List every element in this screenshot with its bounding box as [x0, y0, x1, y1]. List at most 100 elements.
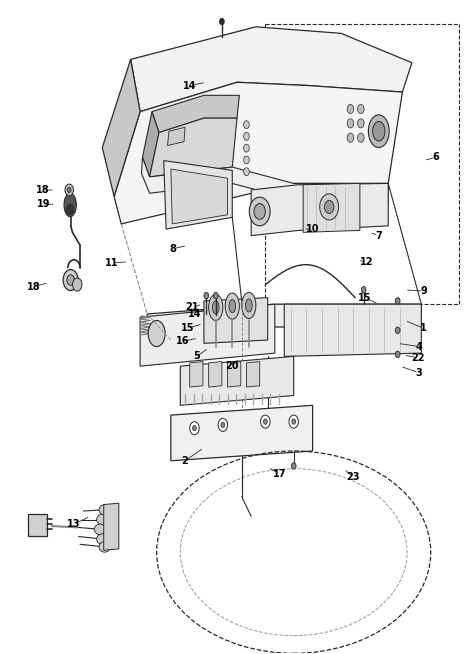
Ellipse shape [373, 122, 385, 141]
Text: 20: 20 [226, 361, 239, 371]
Ellipse shape [395, 298, 400, 304]
Polygon shape [246, 362, 260, 387]
Text: 16: 16 [176, 336, 190, 347]
Ellipse shape [225, 293, 239, 319]
Ellipse shape [242, 292, 256, 318]
Ellipse shape [347, 119, 354, 128]
Ellipse shape [357, 119, 364, 128]
Ellipse shape [249, 197, 270, 226]
Polygon shape [102, 60, 140, 196]
Text: 5: 5 [193, 351, 200, 362]
Text: 21: 21 [185, 302, 199, 313]
Polygon shape [28, 514, 47, 536]
Ellipse shape [319, 194, 338, 220]
Ellipse shape [192, 426, 196, 431]
Text: 13: 13 [67, 519, 81, 529]
Ellipse shape [213, 292, 218, 299]
Polygon shape [303, 183, 360, 232]
Polygon shape [142, 158, 388, 203]
Polygon shape [171, 169, 228, 224]
Polygon shape [180, 356, 294, 405]
Polygon shape [228, 362, 241, 387]
Ellipse shape [324, 200, 334, 213]
Ellipse shape [347, 105, 354, 114]
Ellipse shape [292, 419, 296, 424]
Text: 23: 23 [346, 472, 360, 482]
Text: 19: 19 [36, 199, 50, 209]
Polygon shape [140, 304, 275, 366]
Text: 6: 6 [432, 152, 439, 162]
Ellipse shape [219, 18, 224, 25]
Text: 18: 18 [27, 281, 41, 292]
Ellipse shape [261, 415, 270, 428]
Ellipse shape [212, 301, 219, 314]
Ellipse shape [244, 121, 249, 129]
Ellipse shape [97, 534, 108, 544]
Polygon shape [147, 304, 421, 337]
Polygon shape [114, 82, 402, 224]
Ellipse shape [244, 156, 249, 164]
Polygon shape [171, 405, 313, 461]
Ellipse shape [244, 145, 249, 152]
Ellipse shape [63, 269, 78, 290]
Ellipse shape [244, 168, 249, 175]
Ellipse shape [73, 278, 82, 291]
Ellipse shape [67, 187, 71, 192]
Polygon shape [167, 128, 185, 146]
Ellipse shape [244, 133, 249, 141]
Text: 3: 3 [416, 368, 422, 377]
Ellipse shape [246, 299, 252, 312]
Text: 12: 12 [360, 257, 374, 267]
Polygon shape [143, 112, 159, 177]
Text: 11: 11 [105, 258, 118, 268]
Ellipse shape [292, 463, 296, 470]
Polygon shape [104, 503, 119, 550]
Text: 2: 2 [182, 456, 188, 466]
Ellipse shape [209, 294, 223, 320]
Ellipse shape [218, 419, 228, 432]
Ellipse shape [361, 286, 366, 293]
Ellipse shape [67, 275, 74, 285]
Polygon shape [251, 183, 388, 235]
Polygon shape [284, 304, 421, 356]
Text: 14: 14 [183, 80, 197, 90]
Text: 10: 10 [306, 224, 319, 234]
Text: 7: 7 [375, 231, 382, 241]
Text: 22: 22 [411, 353, 425, 363]
Ellipse shape [357, 133, 364, 143]
Ellipse shape [368, 115, 389, 148]
Ellipse shape [204, 292, 209, 299]
Ellipse shape [66, 204, 74, 215]
Ellipse shape [254, 203, 265, 219]
Ellipse shape [357, 105, 364, 114]
Text: 17: 17 [273, 469, 286, 479]
Ellipse shape [395, 351, 400, 358]
Polygon shape [164, 161, 232, 229]
Ellipse shape [99, 542, 110, 552]
Text: 15: 15 [181, 323, 194, 334]
Polygon shape [131, 27, 412, 112]
Ellipse shape [347, 133, 354, 143]
Polygon shape [204, 298, 268, 343]
Polygon shape [209, 362, 222, 387]
Text: 1: 1 [420, 323, 427, 334]
Polygon shape [152, 95, 239, 133]
Ellipse shape [94, 524, 106, 534]
Text: 15: 15 [358, 292, 371, 303]
Ellipse shape [229, 300, 236, 313]
Ellipse shape [289, 415, 299, 428]
Ellipse shape [99, 504, 110, 515]
Ellipse shape [264, 419, 267, 424]
Ellipse shape [97, 514, 108, 525]
Ellipse shape [221, 422, 225, 428]
Ellipse shape [148, 320, 165, 347]
Text: 18: 18 [36, 185, 50, 195]
Ellipse shape [64, 193, 76, 216]
Ellipse shape [190, 422, 199, 435]
Polygon shape [150, 118, 237, 177]
Text: 14: 14 [188, 309, 201, 319]
Text: 4: 4 [416, 341, 422, 352]
Ellipse shape [395, 327, 400, 334]
Text: 8: 8 [170, 244, 177, 254]
Text: 9: 9 [420, 286, 427, 296]
